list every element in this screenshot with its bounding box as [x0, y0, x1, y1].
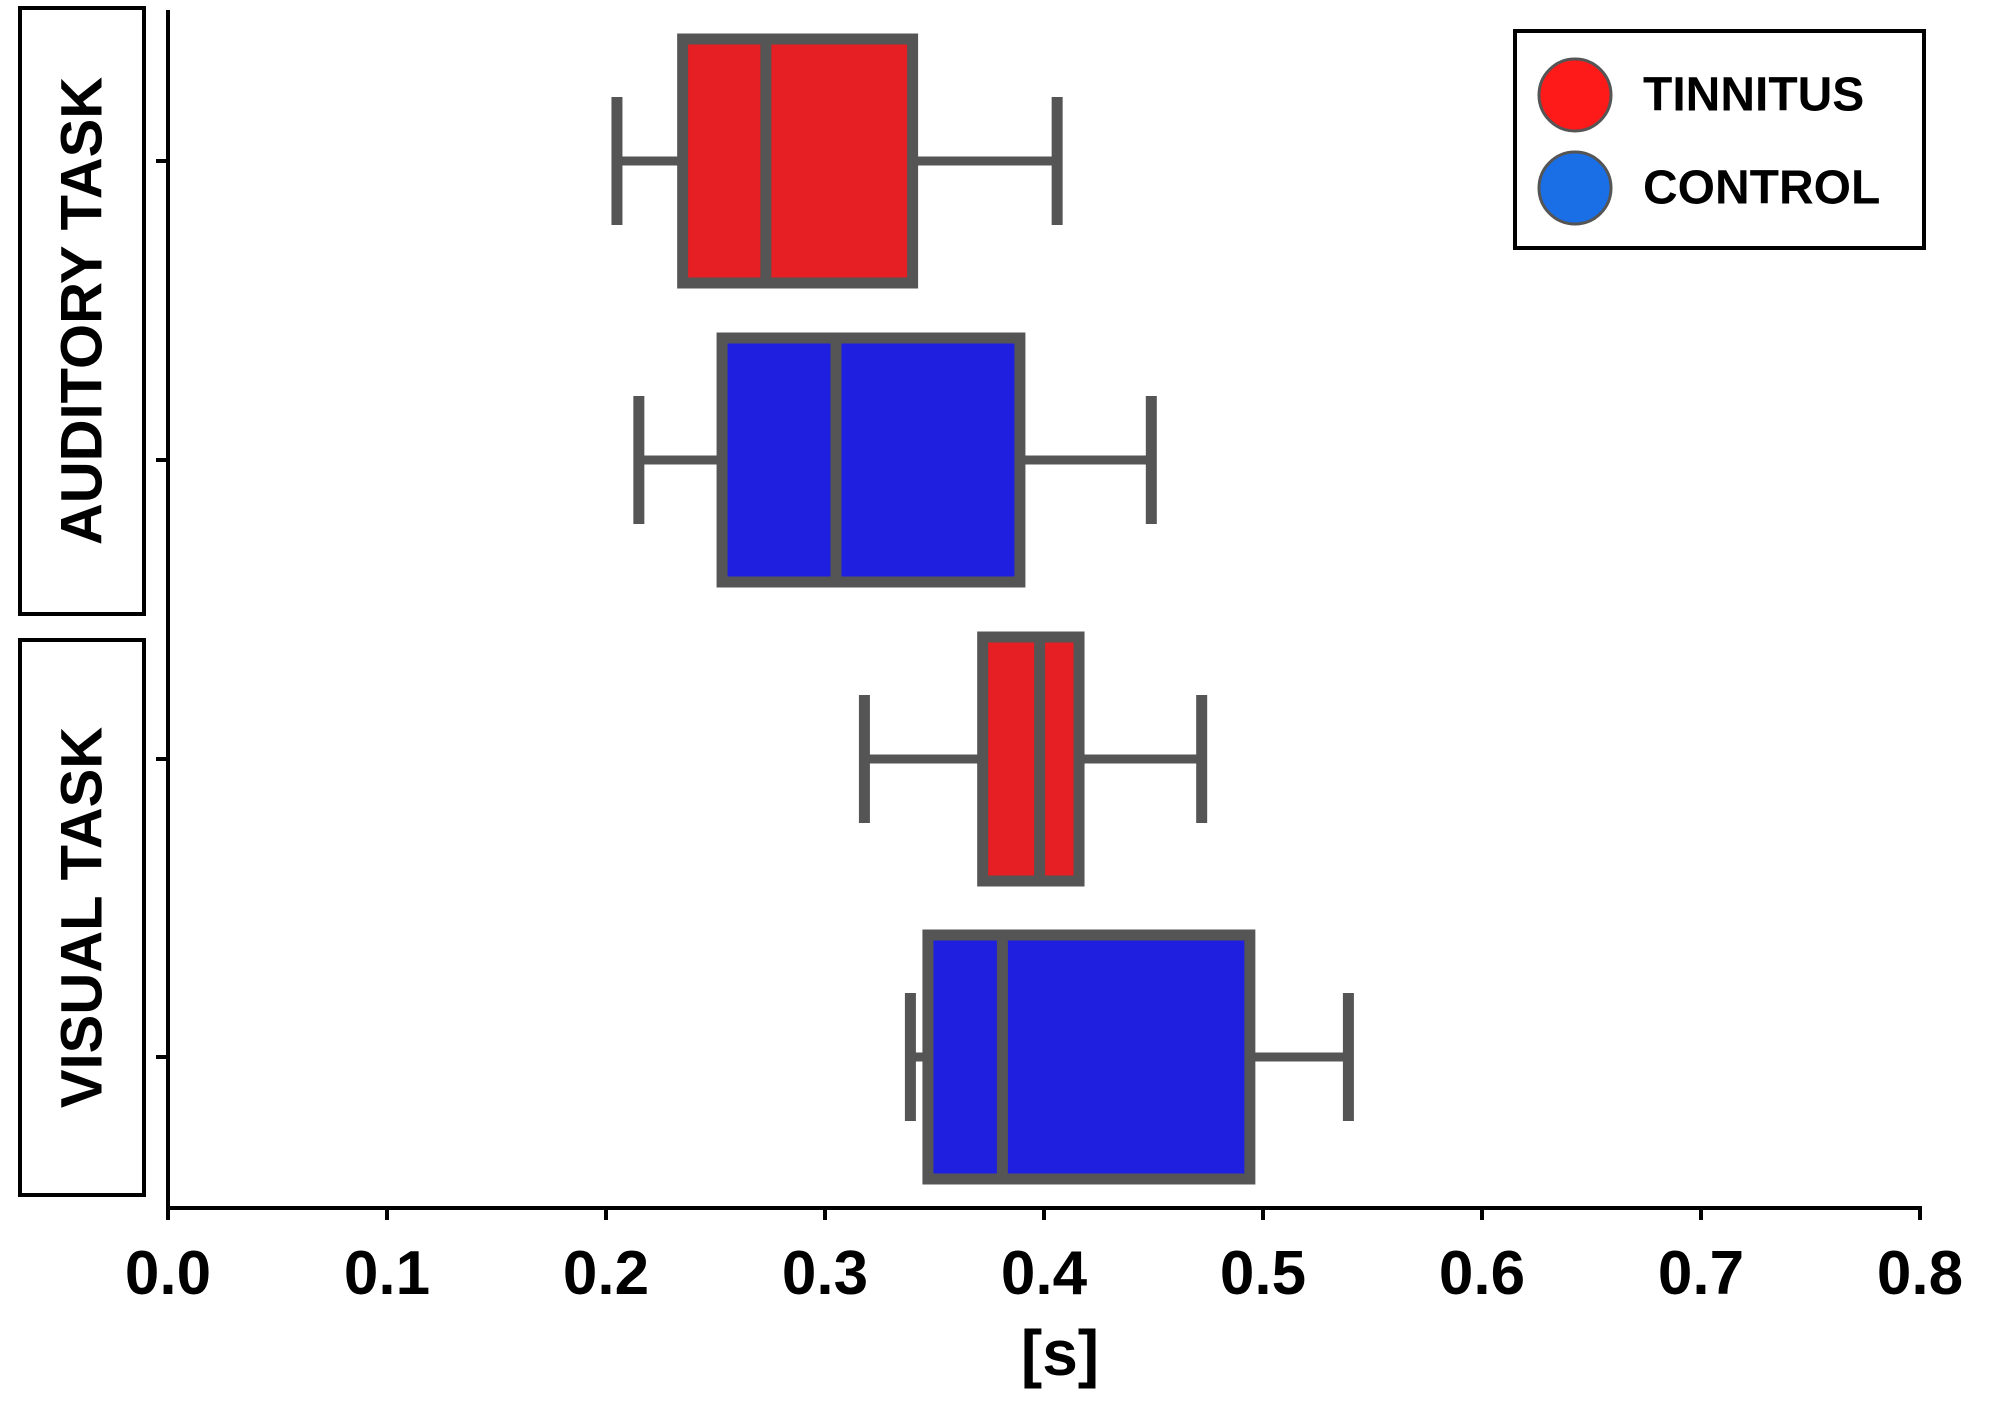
legend: TINNITUS CONTROL: [1513, 29, 1926, 250]
x-tick-label: 0.2: [563, 1239, 649, 1308]
group-label-box: [18, 638, 146, 1197]
group-label: AUDITORY TASK: [50, 77, 115, 545]
x-tick-label: 0.1: [344, 1239, 430, 1308]
box-visual-task-control: [904, 929, 1354, 1185]
legend-marker-control: [1537, 150, 1613, 226]
x-axis-title: [s]: [1021, 1317, 1099, 1389]
boxes: [611, 33, 1354, 1185]
x-tick-label: 0.8: [1877, 1239, 1963, 1308]
box-iqr: [922, 929, 1256, 1185]
box-auditory-task-control: [633, 332, 1157, 588]
group-label: VISUAL TASK: [50, 727, 115, 1108]
axes: 0.0 0.1 0.2 0.3 0.4 0.5 0.6 0.7 0.8: [125, 10, 1963, 1308]
legend-label-tinnitus: TINNITUS: [1643, 69, 1864, 122]
x-tick-label: 0.3: [782, 1239, 868, 1308]
x-tick-label: 0.7: [1658, 1239, 1744, 1308]
legend-label-control: CONTROL: [1643, 162, 1880, 215]
box-iqr: [677, 33, 919, 289]
group-label-box: [18, 6, 146, 616]
legend-marker-tinnitus: [1537, 57, 1613, 133]
x-tick-label: 0.0: [125, 1239, 211, 1308]
box-visual-task-tinnitus: [858, 631, 1208, 887]
x-tick-label: 0.5: [1220, 1239, 1306, 1308]
box-auditory-task-tinnitus: [611, 33, 1063, 289]
x-tick-label: 0.4: [1001, 1239, 1088, 1308]
group-labels: AUDITORY TASK VISUAL TASK: [18, 6, 146, 1197]
x-tick-label: 0.6: [1439, 1239, 1525, 1308]
box-iqr: [716, 332, 1026, 588]
box-iqr: [977, 631, 1085, 887]
